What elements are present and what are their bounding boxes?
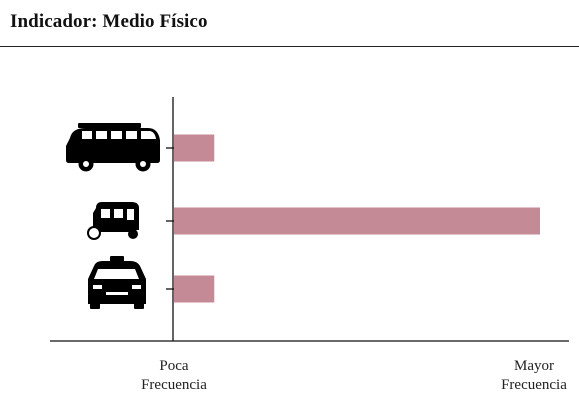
x-tick-label-low-line2: Frecuencia [141,377,207,393]
van-icon [66,123,160,172]
x-tick-label-high: Mayor Frecuencia [489,357,579,395]
bar-taxi [174,275,215,303]
chart-title: Indicador: Medio Físico [10,11,208,32]
x-tick-label-low-line1: Poca [159,358,189,374]
bar-van [174,134,215,162]
mototaxi-icon [87,202,139,240]
taxi-icon [88,256,146,309]
x-tick-label-high-line2: Frecuencia [501,377,567,393]
bar-mototaxi [174,207,540,235]
title-divider [0,46,579,47]
x-tick-label-high-line1: Mayor [514,358,554,374]
x-tick-label-low: Poca Frecuencia [129,357,219,395]
